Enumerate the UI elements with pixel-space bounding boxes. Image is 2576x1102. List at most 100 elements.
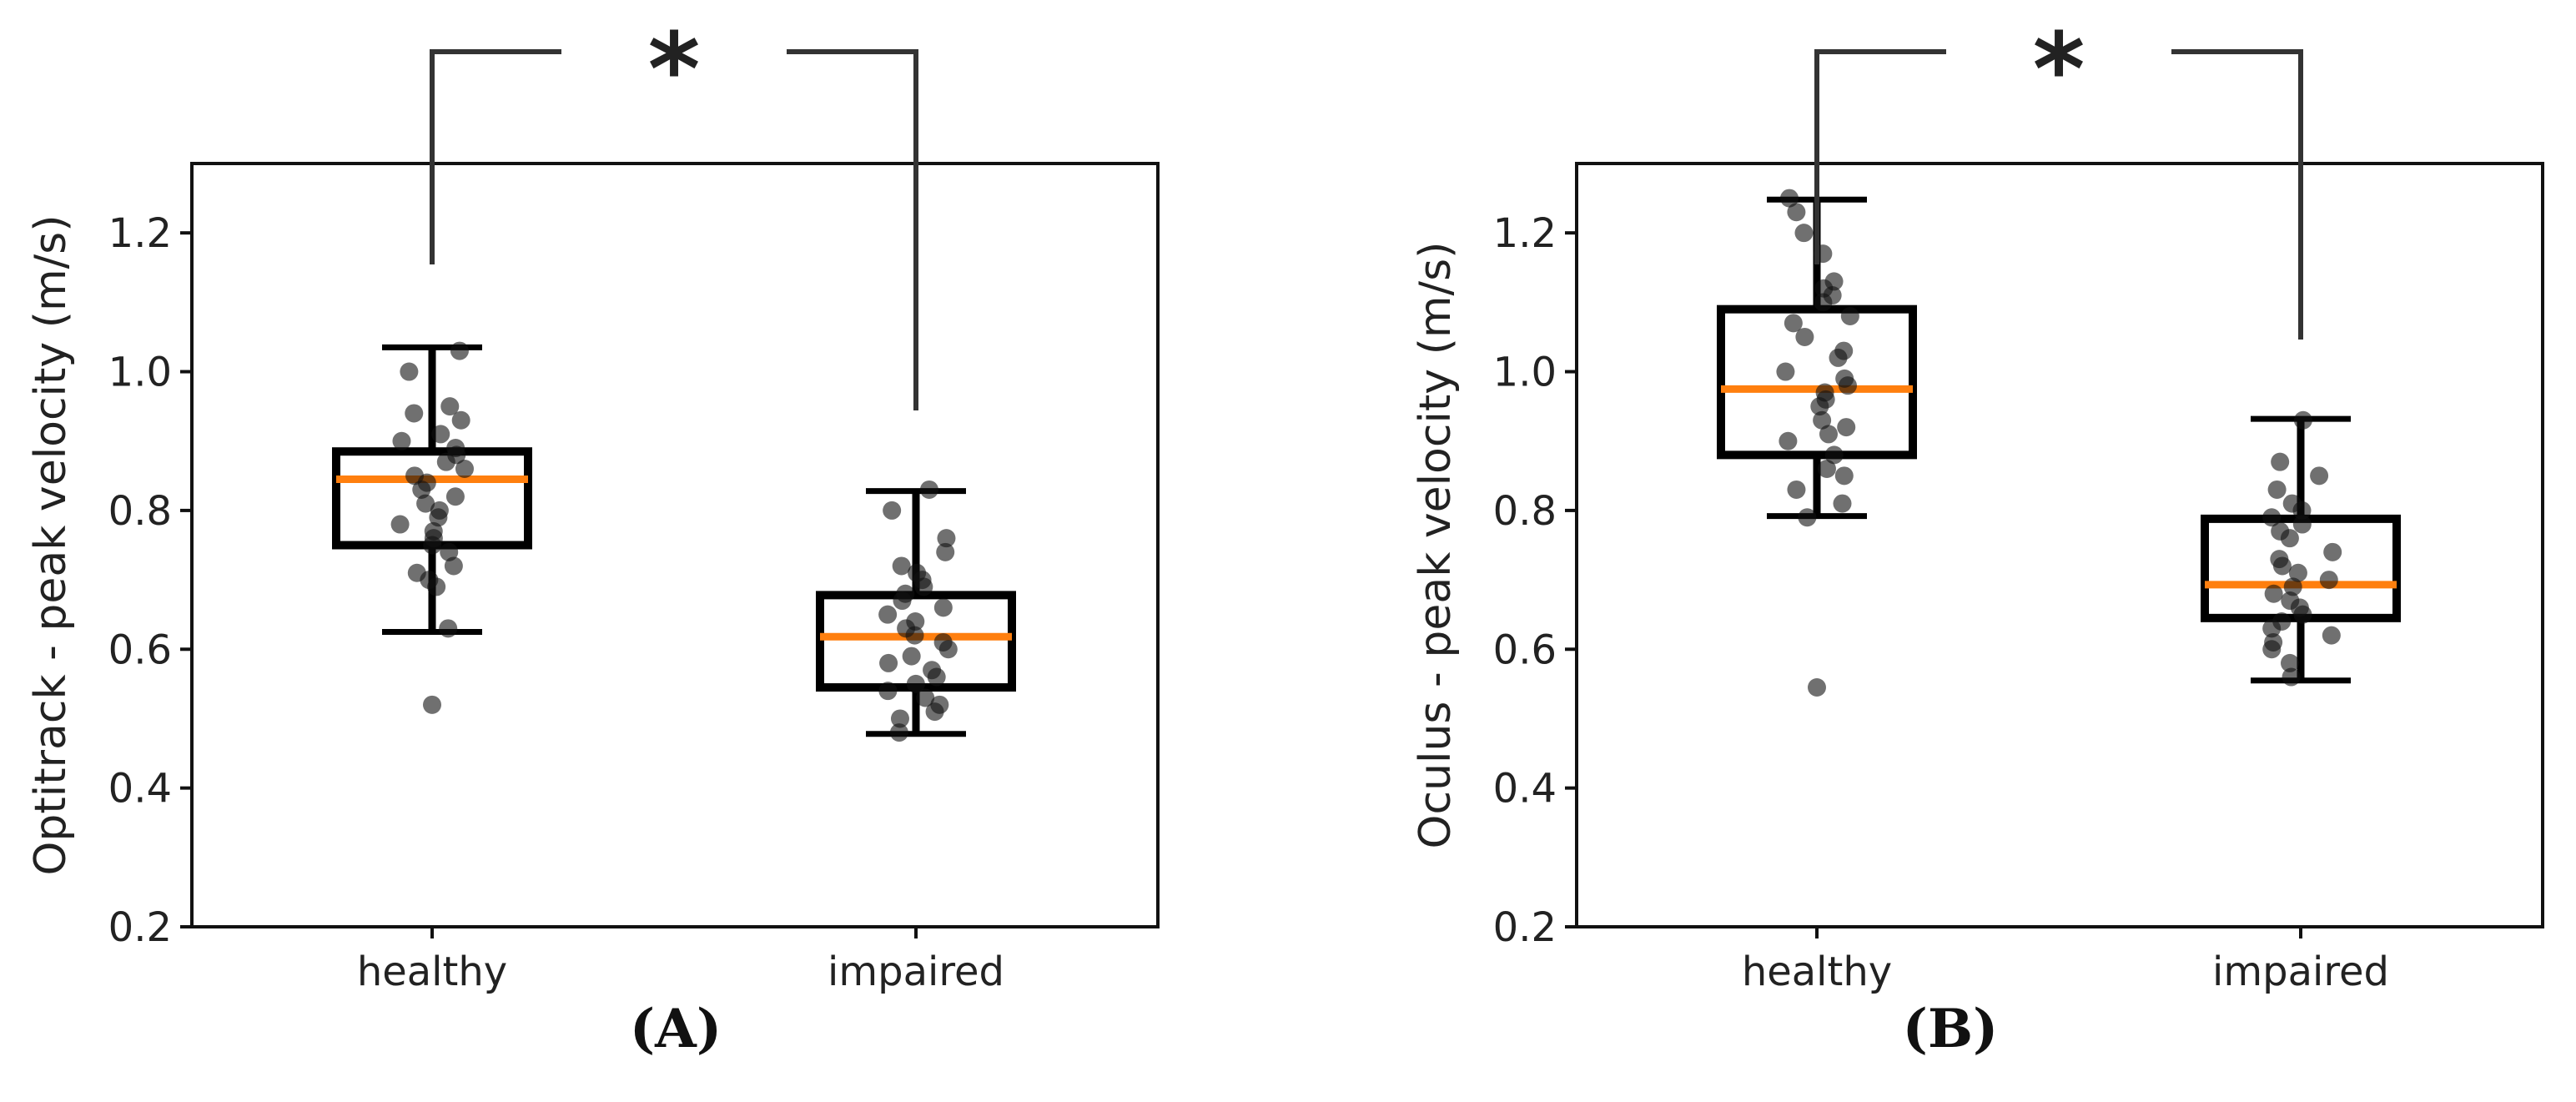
y-axis-label: Oculus - peak velocity (m/s) (1411, 242, 1461, 849)
data-point (2323, 542, 2342, 561)
y-tick-label: 0.8 (108, 488, 172, 535)
data-point (2282, 667, 2301, 687)
data-point (445, 487, 465, 506)
significance-bracket-left (1814, 49, 1946, 264)
data-point (446, 439, 465, 458)
data-point (439, 619, 458, 638)
iqr-box (1717, 304, 1917, 460)
data-point (2272, 612, 2292, 631)
y-tick-label: 0.6 (108, 626, 172, 673)
data-point (1794, 224, 1814, 243)
data-point (1833, 494, 1852, 513)
x-tick-label: healthy (1742, 949, 1892, 995)
y-tick-label: 0.8 (1493, 488, 1557, 535)
y-tick-label: 1.0 (108, 350, 172, 396)
data-point (1780, 189, 1799, 208)
significance-bracket-right (2171, 49, 2303, 340)
data-point (1819, 425, 1838, 444)
significance-star: * (648, 13, 701, 128)
data-point (2264, 632, 2283, 652)
data-point (2310, 466, 2329, 486)
data-point (923, 661, 942, 680)
data-point (405, 466, 425, 486)
data-point (889, 723, 908, 742)
data-point (450, 341, 469, 360)
data-point (430, 501, 449, 520)
data-point (916, 688, 935, 707)
outlier-point (1808, 678, 1826, 697)
data-point (407, 563, 426, 582)
significance-star: * (2033, 13, 2085, 128)
data-point (424, 521, 443, 541)
data-point (455, 460, 474, 478)
data-point (1784, 314, 1803, 333)
data-point (1834, 341, 1854, 360)
data-point (2264, 584, 2283, 603)
y-tick-label: 0.4 (108, 766, 172, 813)
data-point (400, 362, 419, 381)
data-point (392, 431, 411, 450)
data-point (1815, 383, 1834, 402)
data-point (444, 556, 463, 576)
panel-label: (B) (1903, 998, 1999, 1060)
data-point (2283, 577, 2302, 596)
data-point (908, 563, 927, 582)
y-tick-label: 0.4 (1493, 766, 1557, 813)
data-point (1798, 508, 1817, 527)
data-point (892, 556, 911, 576)
data-point (416, 494, 435, 513)
data-point (878, 605, 898, 624)
box-impaired (816, 480, 1016, 742)
data-point (440, 397, 460, 416)
data-point (1835, 369, 1854, 388)
data-point (1787, 480, 1806, 499)
y-tick-label: 0.6 (1493, 626, 1557, 673)
data-point (930, 695, 949, 714)
data-point (2271, 521, 2290, 541)
data-point (1779, 431, 1798, 450)
y-tick-label: 0.2 (108, 904, 172, 951)
data-point (933, 598, 953, 617)
y-axis-label: Optitrack - peak velocity (m/s) (26, 214, 76, 875)
data-point (936, 542, 955, 561)
data-point (2267, 480, 2287, 499)
data-point (906, 674, 925, 693)
y-tick-label: 1.2 (108, 210, 172, 257)
box-impaired (2201, 410, 2401, 687)
data-point (1787, 203, 1806, 222)
chart-panel-b: 0.2 0.4 0.6 0.8 1.0 1.2 healthy impaired Oculus … (1411, 13, 2544, 1060)
data-point (390, 515, 410, 534)
x-tick-label: impaired (2212, 949, 2389, 995)
plot-frame (190, 162, 1160, 928)
data-point (890, 709, 909, 728)
data-point (937, 529, 956, 548)
data-point (1795, 327, 1814, 346)
data-point (919, 480, 938, 499)
y-tick-label: 1.0 (1493, 350, 1557, 396)
chart-panel-a: 0.2 0.4 0.6 0.8 1.0 1.2 healthy impaired Optitra… (26, 13, 1160, 1060)
data-point (2282, 494, 2302, 513)
data-point (2271, 452, 2290, 471)
data-point (2262, 508, 2282, 527)
significance-bracket-right (787, 49, 918, 410)
data-point (2322, 626, 2341, 645)
x-tick-label: healthy (357, 949, 507, 995)
data-point (1824, 272, 1844, 291)
data-point (2293, 410, 2312, 430)
data-point (2319, 571, 2338, 590)
data-point (906, 612, 925, 631)
x-tick-label: impaired (828, 949, 1004, 995)
data-point (933, 632, 953, 652)
data-point (1776, 362, 1795, 381)
panel-label: (A) (630, 998, 722, 1060)
data-point (1837, 418, 1856, 437)
data-point (2281, 591, 2300, 611)
outlier-point (423, 695, 441, 714)
data-point (1834, 466, 1854, 486)
data-point (902, 647, 921, 666)
y-tick-label: 0.2 (1493, 904, 1557, 951)
data-point (883, 501, 902, 520)
data-point (2270, 550, 2289, 569)
data-point (1824, 445, 1844, 465)
